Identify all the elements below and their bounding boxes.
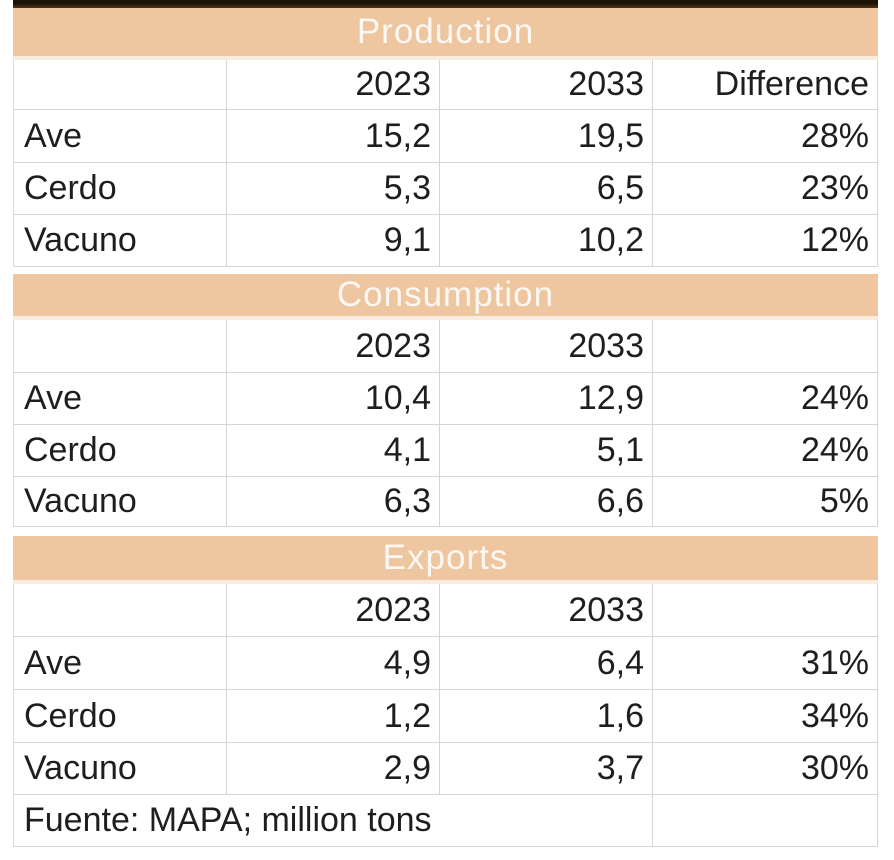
table-row: Vacuno 9,1 10,2 12% — [13, 215, 878, 267]
difference-cell[interactable]: 28% — [653, 110, 878, 163]
column-header-difference[interactable] — [653, 584, 878, 637]
value-cell-2033[interactable]: 3,7 — [440, 743, 653, 795]
column-header-2023[interactable]: 2023 — [227, 320, 440, 373]
spreadsheet-table: Production 2023 2033 Difference Ave 15,2… — [13, 8, 878, 847]
row-label-cell[interactable]: Vacuno — [13, 743, 227, 795]
value-cell-2023[interactable]: 6,3 — [227, 477, 440, 527]
table-header-row: 2023 2033 Difference — [13, 60, 878, 110]
value-cell-2023[interactable]: 9,1 — [227, 215, 440, 267]
column-header-difference[interactable] — [653, 320, 878, 373]
table-row: Cerdo 4,1 5,1 24% — [13, 425, 878, 477]
section-band-exports[interactable]: Exports — [13, 527, 878, 584]
row-label-cell[interactable]: Ave — [13, 637, 227, 690]
value-cell-2033[interactable]: 19,5 — [440, 110, 653, 163]
column-header-2023[interactable]: 2023 — [227, 584, 440, 637]
table-row: Ave 15,2 19,5 28% — [13, 110, 878, 163]
difference-cell[interactable]: 24% — [653, 425, 878, 477]
difference-cell[interactable]: 34% — [653, 690, 878, 743]
value-cell-2023[interactable]: 2,9 — [227, 743, 440, 795]
empty-corner-cell[interactable] — [13, 60, 227, 110]
value-cell-2033[interactable]: 6,6 — [440, 477, 653, 527]
table-header-row: 2023 2033 — [13, 584, 878, 637]
column-header-difference[interactable]: Difference — [653, 60, 878, 110]
footer-note-cell[interactable]: Fuente: MAPA; million tons — [13, 795, 653, 847]
table-row: Cerdo 5,3 6,5 23% — [13, 163, 878, 215]
difference-cell[interactable]: 30% — [653, 743, 878, 795]
value-cell-2033[interactable]: 5,1 — [440, 425, 653, 477]
top-dark-strip — [13, 0, 878, 8]
section-band-production[interactable]: Production — [13, 8, 878, 60]
value-cell-2023[interactable]: 1,2 — [227, 690, 440, 743]
row-label-cell[interactable]: Ave — [13, 373, 227, 425]
value-cell-2033[interactable]: 12,9 — [440, 373, 653, 425]
row-label-cell[interactable]: Cerdo — [13, 425, 227, 477]
table-row: Vacuno 2,9 3,7 30% — [13, 743, 878, 795]
row-label-cell[interactable]: Cerdo — [13, 690, 227, 743]
value-cell-2033[interactable]: 1,6 — [440, 690, 653, 743]
difference-cell[interactable]: 5% — [653, 477, 878, 527]
section-band-consumption[interactable]: Consumption — [13, 267, 878, 320]
empty-corner-cell[interactable] — [13, 320, 227, 373]
row-label-cell[interactable]: Vacuno — [13, 477, 227, 527]
column-header-2033[interactable]: 2033 — [440, 320, 653, 373]
value-cell-2033[interactable]: 6,4 — [440, 637, 653, 690]
column-header-2023[interactable]: 2023 — [227, 60, 440, 110]
row-label-cell[interactable]: Cerdo — [13, 163, 227, 215]
table-header-row: 2023 2033 — [13, 320, 878, 373]
value-cell-2033[interactable]: 6,5 — [440, 163, 653, 215]
difference-cell[interactable]: 23% — [653, 163, 878, 215]
row-label-cell[interactable]: Vacuno — [13, 215, 227, 267]
footer-row: Fuente: MAPA; million tons — [13, 795, 878, 847]
difference-cell[interactable]: 24% — [653, 373, 878, 425]
value-cell-2023[interactable]: 4,1 — [227, 425, 440, 477]
difference-cell[interactable]: 12% — [653, 215, 878, 267]
value-cell-2023[interactable]: 5,3 — [227, 163, 440, 215]
value-cell-2023[interactable]: 10,4 — [227, 373, 440, 425]
column-header-2033[interactable]: 2033 — [440, 60, 653, 110]
difference-cell[interactable]: 31% — [653, 637, 878, 690]
value-cell-2023[interactable]: 15,2 — [227, 110, 440, 163]
table-row: Ave 4,9 6,4 31% — [13, 637, 878, 690]
table-row: Vacuno 6,3 6,6 5% — [13, 477, 878, 527]
value-cell-2033[interactable]: 10,2 — [440, 215, 653, 267]
value-cell-2023[interactable]: 4,9 — [227, 637, 440, 690]
empty-corner-cell[interactable] — [13, 584, 227, 637]
column-header-2033[interactable]: 2033 — [440, 584, 653, 637]
empty-cell[interactable] — [653, 795, 878, 847]
table-row: Ave 10,4 12,9 24% — [13, 373, 878, 425]
row-label-cell[interactable]: Ave — [13, 110, 227, 163]
table-row: Cerdo 1,2 1,6 34% — [13, 690, 878, 743]
